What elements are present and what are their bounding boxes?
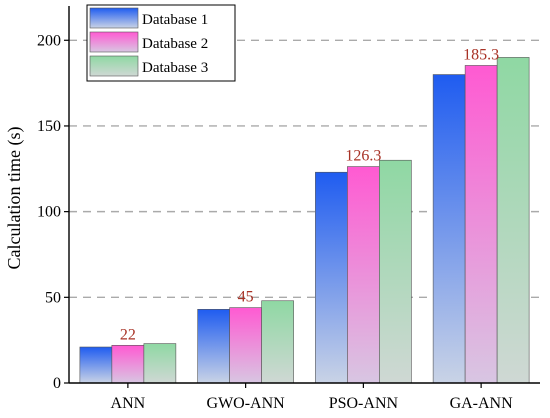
bar-ann-database-1 [79,346,113,384]
y-tick-label: 200 [37,32,61,49]
legend-swatch [89,55,139,77]
bars [79,57,530,384]
y-axis-title: Calculation time (s) [4,127,25,270]
y-tick-label: 100 [37,204,61,221]
bar-ann-database-2 [111,344,145,384]
bar-gwo-ann-database-1 [197,309,230,384]
legend-swatch [89,31,139,53]
legend: Database 1 Database 2 Database 3 [86,4,236,82]
data-label-ann: 22 [120,326,136,343]
legend-label: Database 1 [142,12,208,28]
bar-pso-ann-database-2 [347,166,380,384]
bar-ga-ann-database-3 [496,57,530,384]
x-tick-label: ANN [111,395,146,412]
bar-gwo-ann-database-2 [229,307,262,384]
bar-ga-ann-database-1 [432,74,466,384]
data-label-pso-ann: 126.3 [345,148,381,165]
x-tick-label: GWO-ANN [207,395,286,412]
axes: ANN GWO-ANN PSO-ANN GA-ANN 0 50 100 150 200 [37,6,540,412]
bar-ga-ann-database-2 [464,65,498,384]
legend-label: Database 3 [142,60,208,76]
bar-pso-ann-database-3 [379,159,412,384]
data-label-gwo-ann: 45 [238,289,254,306]
y-tick-label: 0 [53,375,61,392]
y-tick-label: 150 [37,118,61,135]
bar-gwo-ann-database-3 [261,300,294,384]
legend-swatch [89,7,139,29]
data-label-ga-ann: 185.3 [463,46,499,63]
legend-label: Database 2 [142,36,208,52]
x-tick-label: PSO-ANN [329,395,399,412]
y-tick-label: 50 [45,289,61,306]
data-labels: 22 45 126.3 185.3 [120,46,499,343]
x-tick-label: GA-ANN [450,395,514,412]
bar-pso-ann-database-1 [315,171,348,384]
bar-ann-database-3 [143,343,177,384]
